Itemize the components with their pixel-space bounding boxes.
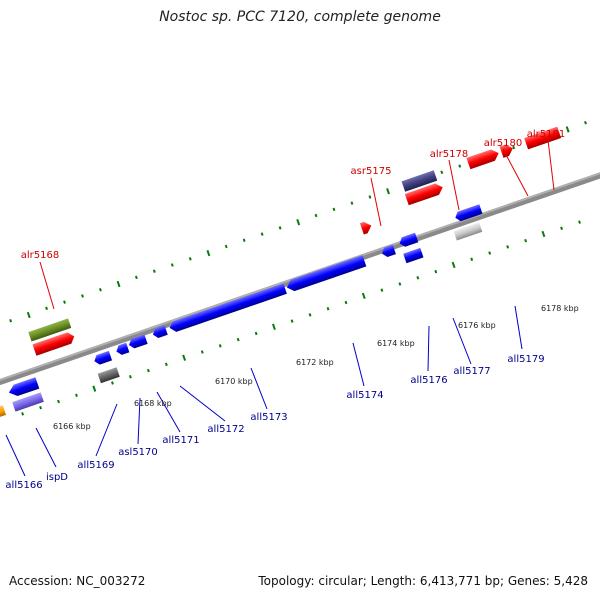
reverse-labels: all5166 ispD all5169 asl5170 all5171 all… xyxy=(5,354,544,491)
gene-alr5181[interactable] xyxy=(499,143,515,158)
tick-label-6172: 6172 kbp xyxy=(296,358,334,367)
label-all5169: all5169 xyxy=(77,460,114,471)
gene-all5173[interactable] xyxy=(168,283,287,333)
gene-all5169-gray[interactable] xyxy=(97,367,120,384)
gene-all5166[interactable] xyxy=(7,377,40,398)
gene-asr5175[interactable] xyxy=(359,220,373,235)
lower-tick-row xyxy=(21,220,581,416)
tick-label-6168: 6168 kbp xyxy=(134,399,172,408)
accession-text: Accession: NC_003272 xyxy=(9,574,146,588)
gene-all5177[interactable] xyxy=(403,247,424,264)
label-alr5181: alr5181 xyxy=(527,129,565,140)
forward-labels: alr5168 asr5175 alr5178 alr5180 alr5181 xyxy=(21,129,565,261)
label-alr5168: alr5168 xyxy=(21,250,59,261)
gene-all5176-a[interactable] xyxy=(380,244,396,259)
label-all5173: all5173 xyxy=(250,412,287,423)
label-all5166: all5166 xyxy=(5,480,42,491)
label-alr5178: alr5178 xyxy=(430,149,468,160)
gene-orange[interactable] xyxy=(0,405,7,420)
gene-alr5178[interactable] xyxy=(404,182,445,206)
gene-alr5168-upper[interactable] xyxy=(28,318,72,342)
genome-summary: Topology: circular; Length: 6,413,771 bp… xyxy=(258,574,588,588)
tick-label-6170: 6170 kbp xyxy=(215,377,253,386)
gene-all5179[interactable] xyxy=(454,204,483,222)
tick-label-6178: 6178 kbp xyxy=(541,304,579,313)
gene-alr5180[interactable] xyxy=(466,148,500,170)
gene-alr5168[interactable] xyxy=(32,331,77,356)
gene-all5171[interactable] xyxy=(127,334,148,349)
gene-all5179-gray[interactable] xyxy=(453,222,483,241)
label-all5174: all5174 xyxy=(346,390,383,401)
tick-label-6176: 6176 kbp xyxy=(458,321,496,330)
label-ispD: ispD xyxy=(46,472,68,483)
tick-label-6166: 6166 kbp xyxy=(53,422,91,431)
gene-all5172[interactable] xyxy=(151,325,168,339)
label-asr5175: asr5175 xyxy=(351,166,392,177)
gene-all5174[interactable] xyxy=(285,255,367,293)
label-asl5170: asl5170 xyxy=(118,447,158,458)
label-all5171: all5171 xyxy=(162,435,199,446)
tick-label-6174: 6174 kbp xyxy=(377,339,415,348)
forward-leaders xyxy=(39,139,555,310)
tick-labels: 6166 kbp 6168 kbp 6170 kbp 6172 kbp 6174… xyxy=(53,304,579,431)
gene-ispD[interactable] xyxy=(12,392,44,412)
label-all5176: all5176 xyxy=(410,375,447,386)
gene-alr5178-upper[interactable] xyxy=(401,170,438,192)
gene-asl5170[interactable] xyxy=(115,342,130,356)
gene-all5169[interactable] xyxy=(93,350,113,366)
upper-tick-row xyxy=(9,121,587,323)
label-alr5180: alr5180 xyxy=(484,138,522,149)
label-all5172: all5172 xyxy=(207,424,244,435)
genome-title: Nostoc sp. PCC 7120, complete genome xyxy=(159,9,441,25)
gene-all5176-b[interactable] xyxy=(398,232,419,248)
label-all5177: all5177 xyxy=(453,366,490,377)
label-all5179: all5179 xyxy=(507,354,544,365)
gene-edge-forward[interactable] xyxy=(524,126,562,150)
reverse-leaders xyxy=(5,305,523,477)
